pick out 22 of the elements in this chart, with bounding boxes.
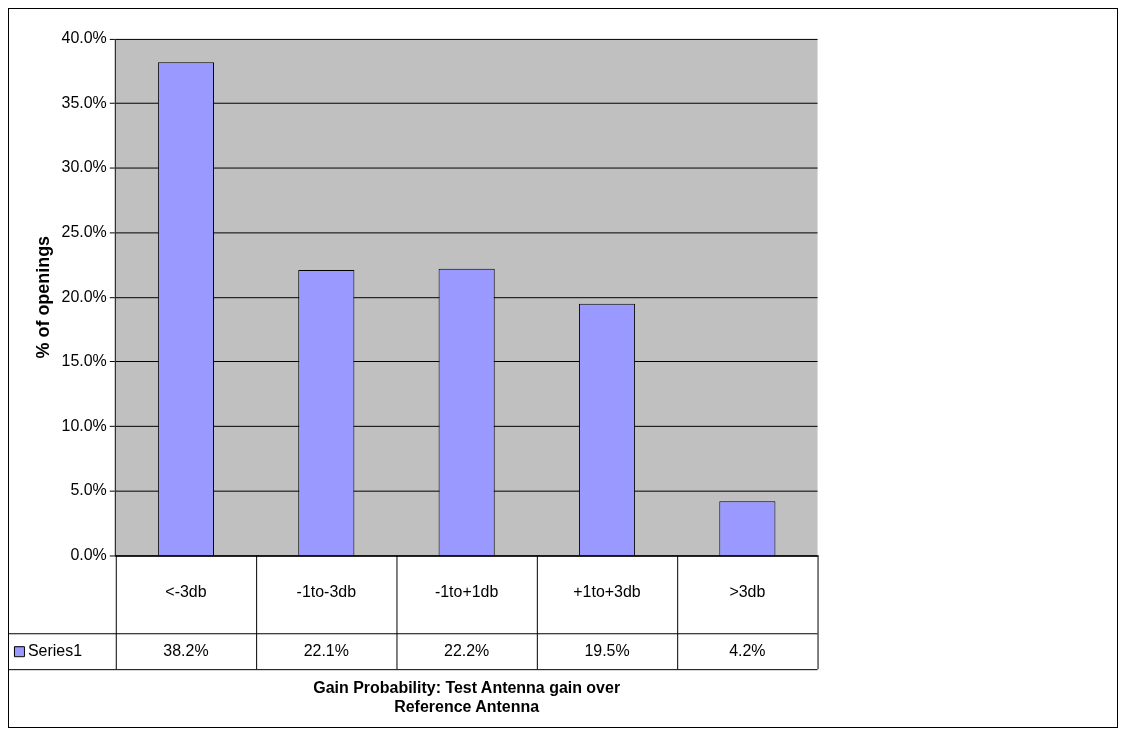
x-axis-title: Gain Probability: Test Antenna gain over Reference Antenna [313, 678, 621, 715]
data-label: 22.2% [444, 641, 490, 659]
y-tick-label: 35.0% [61, 93, 107, 111]
y-tick-label: 5.0% [70, 481, 107, 499]
x-tick-label: -1to+1db [434, 583, 499, 601]
legend-label: Series1 [27, 641, 83, 659]
y-axis-title: % of openings [32, 235, 53, 359]
data-label: 22.1% [303, 641, 349, 659]
y-tick-label: 40.0% [61, 29, 107, 47]
x-tick-label: >3db [729, 583, 766, 601]
x-tick-label: <-3db [165, 583, 207, 601]
y-tick-label: 25.0% [61, 223, 107, 241]
y-tick-label: 15.0% [61, 352, 107, 370]
data-label: 38.2% [163, 641, 209, 659]
y-tick-label: 20.0% [61, 287, 107, 305]
y-tick-label: 0.0% [70, 545, 107, 563]
data-label: 19.5% [584, 641, 630, 659]
y-tick-label: 30.0% [61, 158, 107, 176]
data-label: 4.2% [729, 641, 766, 659]
x-tick-label: -1to-3db [296, 583, 357, 601]
x-tick-label: +1to+3db [573, 583, 641, 601]
y-tick-label: 10.0% [61, 416, 107, 434]
